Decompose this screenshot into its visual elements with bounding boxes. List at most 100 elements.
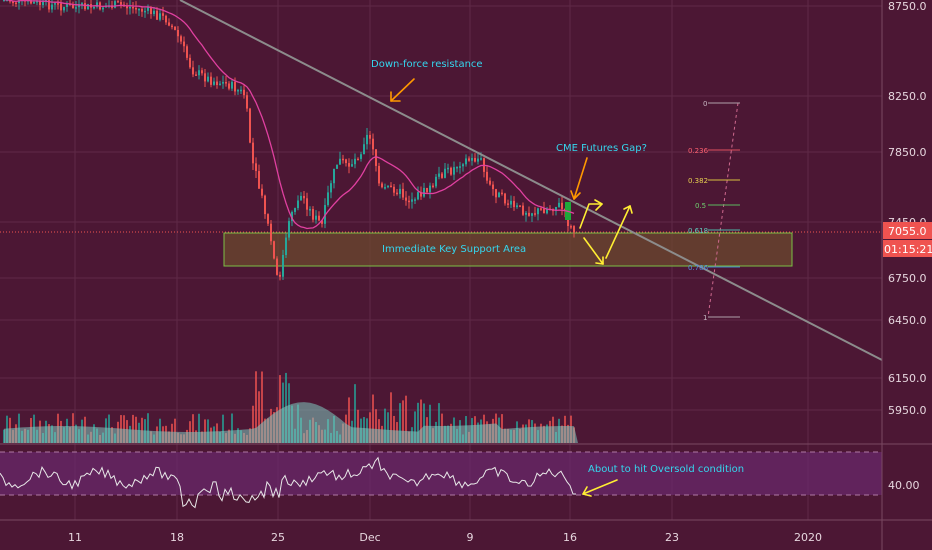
candle-body (429, 185, 431, 193)
volume-ma-area (4, 402, 578, 443)
candle-body (411, 199, 413, 202)
candle-body (294, 208, 296, 212)
candle-body (432, 185, 434, 188)
candle-body (396, 192, 398, 195)
volume-bar (393, 415, 395, 443)
candle-body (327, 192, 329, 206)
arrow-dip (583, 237, 604, 265)
candle-body (309, 209, 311, 211)
candle-body (252, 142, 254, 164)
candle-body (528, 212, 530, 216)
candle-body (189, 57, 191, 68)
arrow-resistance (390, 78, 415, 102)
candle-body (288, 221, 290, 238)
candle-body (30, 0, 32, 4)
candle-body (387, 185, 389, 188)
candle-body (297, 200, 299, 209)
time-axis[interactable]: 11 18 25 Dec 9 16 23 2020 (68, 531, 822, 544)
volume-bar (417, 402, 419, 443)
candle-body (6, 0, 8, 2)
price-tick: 6150.0 (888, 372, 927, 385)
candle-body (540, 208, 542, 210)
candle-body (243, 89, 245, 96)
candle-body (333, 168, 335, 184)
candle-body (165, 15, 167, 23)
volume-bar (192, 414, 194, 443)
candle-body (69, 3, 71, 6)
candle-body (447, 167, 449, 170)
volume-bar (375, 409, 377, 443)
countdown-tag (883, 240, 932, 257)
time-tick: 9 (467, 531, 474, 544)
price-tick: 5950.0 (888, 404, 927, 417)
volume-bar (369, 412, 371, 443)
candle-body (492, 184, 494, 190)
candle-body (51, 4, 53, 10)
price-axis[interactable]: 8750.0 8250.0 7850.0 7450.0 6750.0 6450.… (881, 0, 932, 550)
candle-body (270, 223, 272, 242)
candle-body (75, 7, 77, 9)
candle-body (393, 186, 395, 193)
candle-body (306, 198, 308, 210)
candle-body (444, 168, 446, 178)
candle-body (117, 1, 119, 3)
candle-body (33, 1, 35, 4)
time-tick: 23 (665, 531, 679, 544)
fib-label-0618: 0.618 (688, 227, 708, 235)
gap-label: CME Futures Gap? (556, 143, 647, 154)
candle-body (312, 209, 314, 220)
candle-body (465, 158, 467, 165)
volume-bar (384, 408, 386, 443)
candle-body (462, 164, 464, 167)
candle-body (339, 158, 341, 165)
candle-body (276, 258, 278, 275)
candle-body (267, 214, 269, 224)
volume-bar (348, 397, 350, 443)
candle-body (405, 197, 407, 201)
candle-body (513, 200, 515, 208)
candle-body (228, 83, 230, 89)
candle-body (72, 4, 74, 9)
volume-bar (372, 394, 374, 443)
candle-body (42, 0, 44, 6)
candle-body (516, 205, 518, 208)
price-tick: 8750.0 (888, 0, 927, 13)
candle-body (420, 192, 422, 197)
candle-body (300, 195, 302, 201)
price-tick: 7850.0 (888, 146, 927, 159)
candle-body (450, 167, 452, 175)
candle-body (153, 10, 155, 15)
candle-body (171, 25, 173, 28)
candle-body (486, 171, 488, 181)
candle-body (174, 26, 176, 30)
volume-bar (252, 405, 254, 443)
candle-body (195, 74, 197, 76)
candle-body (330, 183, 332, 193)
time-tick: 18 (170, 531, 184, 544)
candle-body (114, 1, 116, 8)
time-tick: 2020 (794, 531, 822, 544)
candle-body (246, 95, 248, 109)
moving-average (4, 0, 575, 230)
candle-body (96, 2, 98, 7)
candle-body (291, 211, 293, 222)
volume-bar (501, 414, 503, 443)
candle-body (144, 10, 146, 13)
candle-body (366, 134, 368, 145)
candle-body (264, 195, 266, 215)
price-tick: 6450.0 (888, 314, 927, 327)
fib-label-0382: 0.382 (688, 177, 708, 185)
price-tick: 6750.0 (888, 272, 927, 285)
volume-bar (147, 413, 149, 443)
candle-body (192, 67, 194, 75)
candle-body (102, 7, 104, 10)
candle-body (501, 192, 503, 195)
candle-body (81, 3, 83, 5)
volume-bar (174, 418, 176, 443)
candle-body (459, 166, 461, 168)
volume-bar (354, 384, 356, 443)
volume-bar (261, 371, 263, 443)
candle-body (321, 220, 323, 224)
candle-body (555, 207, 557, 212)
